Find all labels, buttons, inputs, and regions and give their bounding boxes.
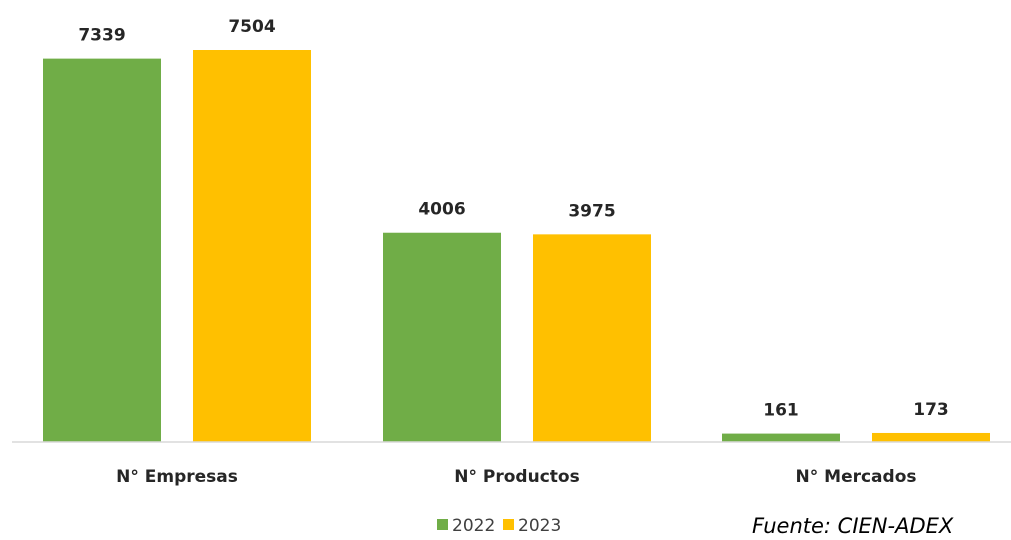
data-label-2022-1: 7339 [78,26,125,46]
bar-2022-2 [383,232,501,442]
value-labels-layer: 7339 7504 4006 3975 161 173 [78,17,948,421]
data-label-2022-3: 161 [763,401,799,421]
data-label-2023-1: 7504 [228,17,275,37]
bar-2023-2 [533,234,651,442]
category-labels-layer: N° Empresas N° Productos N° Mercados [116,467,916,487]
category-label-2: N° Productos [454,467,579,487]
data-label-2022-2: 4006 [418,200,465,220]
data-label-2023-2: 3975 [568,201,615,221]
category-label-1: N° Empresas [116,467,238,487]
category-label-3: N° Mercados [796,467,917,487]
bars-layer [43,50,990,442]
data-label-2023-3: 173 [913,400,949,420]
bar-2022-3 [722,433,840,442]
legend-label-2022: 2022 [452,516,495,536]
bar-2022-1 [43,58,161,442]
legend-swatch-2023 [503,519,514,530]
source-note: Fuente: CIEN-ADEX [752,514,954,538]
legend-label-2023: 2023 [518,516,561,536]
bar-2023-1 [193,50,311,442]
bar-2023-3 [872,432,990,442]
legend-swatch-2022 [437,519,448,530]
legend: 2022 2023 [437,516,561,536]
